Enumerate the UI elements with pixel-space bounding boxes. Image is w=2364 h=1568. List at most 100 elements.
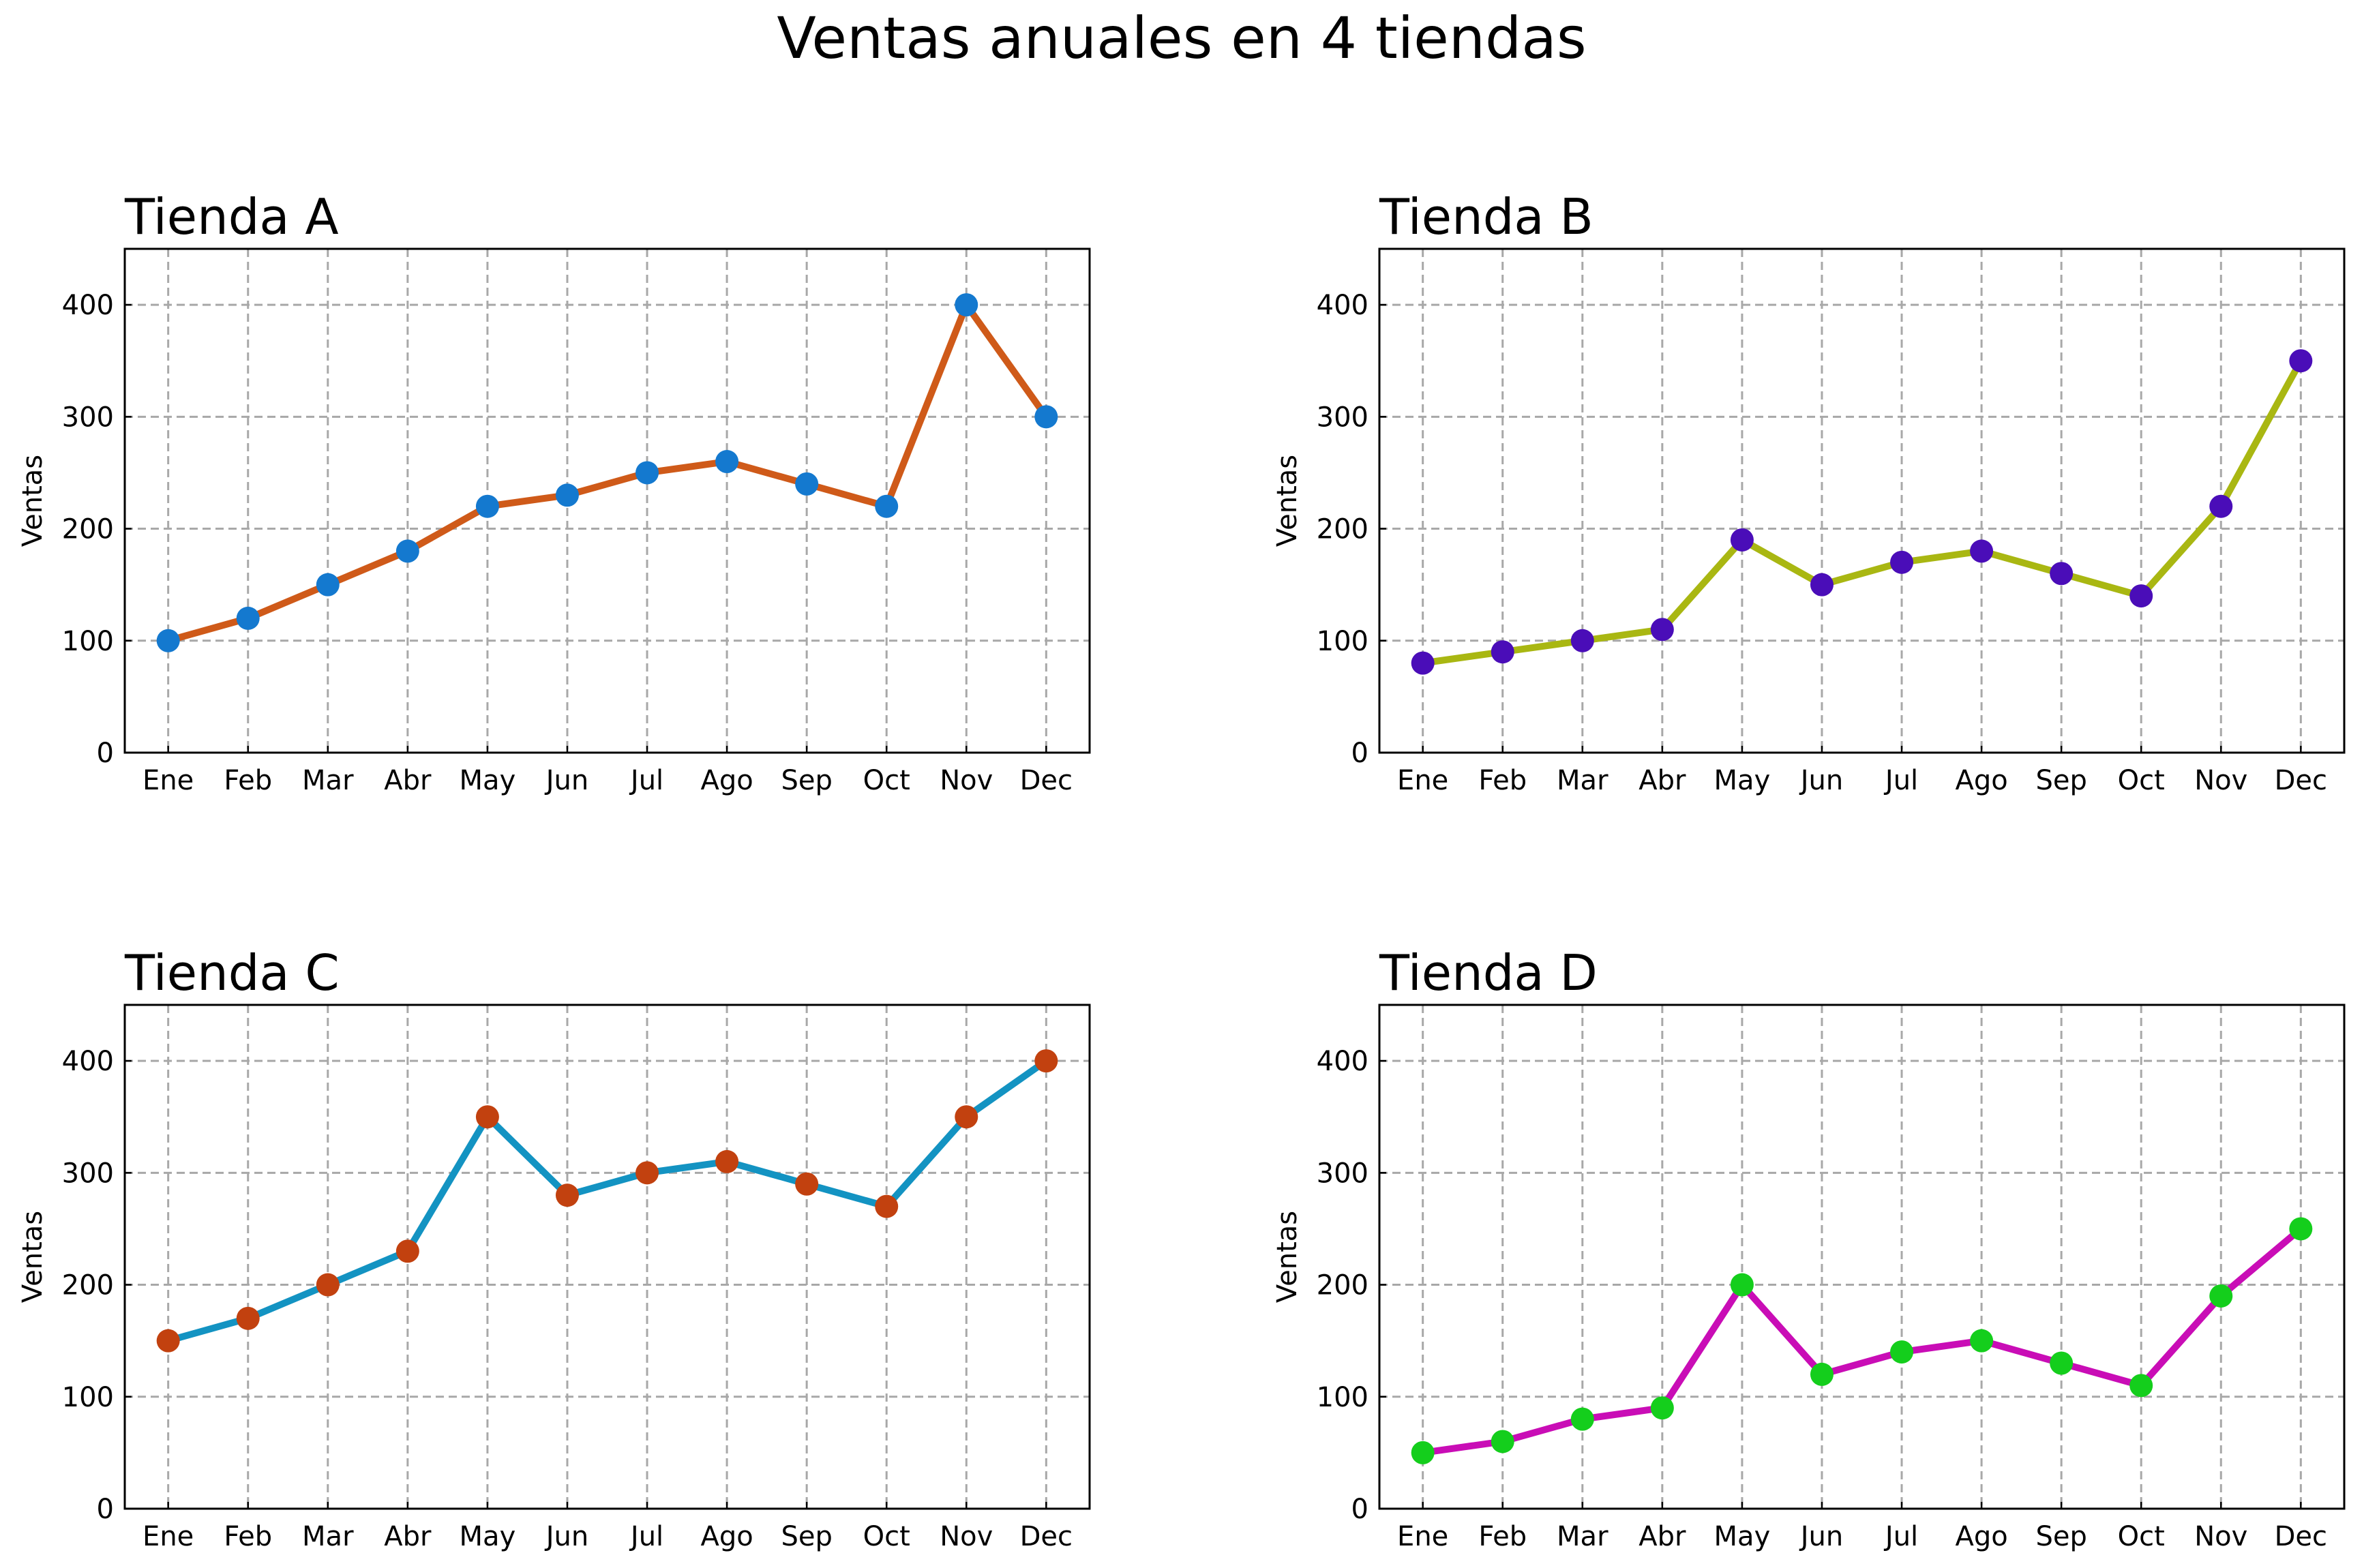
series-line bbox=[1419, 1225, 2305, 1456]
y-tick-label: 400 bbox=[1317, 1046, 1368, 1077]
x-tick-label: Dec bbox=[2275, 1521, 2327, 1552]
y-tick-label: 100 bbox=[62, 1382, 114, 1413]
data-point-mar bbox=[1570, 1407, 1594, 1431]
x-tick-label: Nov bbox=[940, 765, 993, 796]
x-tick-label: Ago bbox=[700, 1521, 753, 1552]
data-point-oct bbox=[875, 1194, 899, 1218]
data-point-jul bbox=[635, 1161, 659, 1185]
data-point-dec bbox=[2289, 349, 2313, 373]
data-point-jul bbox=[635, 461, 659, 485]
series-line bbox=[164, 1057, 1050, 1344]
x-tick-label: Feb bbox=[1478, 1521, 1527, 1552]
data-point-ene bbox=[1411, 1441, 1435, 1464]
x-tick-label: Feb bbox=[224, 1521, 272, 1552]
data-point-oct bbox=[2129, 1374, 2153, 1398]
data-point-oct bbox=[2129, 584, 2153, 608]
data-point-nov bbox=[955, 1105, 978, 1129]
y-tick-label: 400 bbox=[1317, 290, 1368, 321]
x-tick-label: Ago bbox=[700, 765, 753, 796]
x-tick-label: May bbox=[1714, 765, 1771, 796]
data-point-ene bbox=[156, 629, 180, 652]
subplot-title: Tienda A bbox=[124, 188, 339, 245]
x-tick-label: Feb bbox=[224, 765, 272, 796]
x-tick-label: Dec bbox=[1020, 765, 1073, 796]
data-point-ene bbox=[1411, 651, 1435, 675]
data-point-jul bbox=[1890, 550, 1914, 574]
series-line bbox=[1419, 357, 2305, 667]
x-tick-label: Ago bbox=[1955, 1521, 2007, 1552]
data-point-may bbox=[1730, 528, 1754, 552]
axes-frame bbox=[1378, 247, 2346, 754]
data-point-nov bbox=[2209, 1284, 2233, 1308]
x-tick-label: Ago bbox=[1955, 765, 2007, 796]
y-tick-label: 300 bbox=[1317, 402, 1368, 433]
y-tick-label: 300 bbox=[62, 1158, 114, 1189]
data-point-jun bbox=[1810, 573, 1834, 597]
x-tick-label: Sep bbox=[2035, 1521, 2086, 1552]
y-tick-label: 0 bbox=[1351, 1494, 1368, 1525]
data-point-ago bbox=[715, 1149, 739, 1173]
data-point-sep bbox=[795, 472, 819, 496]
x-tick-label: Nov bbox=[940, 1521, 993, 1552]
x-tick-label: Ene bbox=[143, 765, 194, 796]
x-tick-label: Abr bbox=[1639, 765, 1686, 796]
subplot-title: Tienda B bbox=[1379, 188, 1594, 245]
x-tick-label: Abr bbox=[384, 765, 432, 796]
x-tick-label: Jul bbox=[629, 1521, 663, 1552]
figure-title: Ventas anuales en 4 tiendas bbox=[777, 5, 1586, 72]
axes-frame bbox=[1378, 1004, 2346, 1510]
x-tick-label: Abr bbox=[1639, 1521, 1686, 1552]
data-point-ene bbox=[156, 1329, 180, 1353]
y-axis-label: Ventas bbox=[17, 455, 48, 547]
x-tick-label: Jul bbox=[629, 765, 663, 796]
x-tick-label: Dec bbox=[1020, 1521, 1073, 1552]
data-point-may bbox=[475, 494, 499, 518]
x-tick-label: Sep bbox=[781, 765, 832, 796]
data-point-oct bbox=[875, 494, 899, 518]
x-tick-label: Oct bbox=[863, 1521, 910, 1552]
data-point-abr bbox=[395, 1239, 419, 1263]
x-tick-label: Jul bbox=[1883, 1521, 1918, 1552]
subplot-tienda-b: 0 100 200 300 400 Ene Feb Mar Abr May Jun Jul Ago Sep… bbox=[1272, 188, 2346, 796]
subplot-tienda-c: 0 100 200 300 400 Ene Feb Mar Abr May Jun Jul Ago Sep… bbox=[17, 944, 1091, 1552]
y-tick-label: 200 bbox=[1317, 514, 1368, 545]
data-point-dec bbox=[1034, 405, 1058, 429]
x-tick-label: Ene bbox=[143, 1521, 194, 1552]
x-tick-label: Ene bbox=[1397, 765, 1448, 796]
data-point-mar bbox=[316, 1273, 340, 1297]
x-tick-label: Nov bbox=[2194, 765, 2247, 796]
y-tick-label: 200 bbox=[62, 1270, 114, 1301]
y-tick-label: 0 bbox=[97, 738, 114, 769]
x-tick-label: May bbox=[460, 765, 516, 796]
y-tick-label: 200 bbox=[1317, 1270, 1368, 1301]
data-point-mar bbox=[1570, 629, 1594, 652]
data-point-abr bbox=[1650, 618, 1674, 642]
x-tick-label: Jun bbox=[1799, 765, 1844, 796]
data-point-jun bbox=[555, 1183, 579, 1207]
data-point-ago bbox=[1970, 539, 1994, 563]
data-point-feb bbox=[236, 606, 260, 630]
x-tick-label: Jun bbox=[1799, 1521, 1844, 1552]
data-point-may bbox=[1730, 1273, 1754, 1297]
y-tick-label: 0 bbox=[97, 1494, 114, 1525]
subplot-title: Tienda D bbox=[1379, 944, 1598, 1001]
data-point-jun bbox=[555, 483, 579, 507]
x-tick-label: Feb bbox=[1478, 765, 1527, 796]
x-tick-label: Jun bbox=[544, 1521, 589, 1552]
data-point-mar bbox=[316, 573, 340, 597]
y-tick-label: 300 bbox=[62, 402, 114, 433]
x-tick-label: Ene bbox=[1397, 1521, 1448, 1552]
data-point-abr bbox=[395, 539, 419, 563]
data-point-ago bbox=[715, 450, 739, 474]
data-point-sep bbox=[2050, 562, 2074, 586]
x-tick-label: Jul bbox=[1883, 765, 1918, 796]
data-point-dec bbox=[2289, 1217, 2313, 1241]
x-tick-label: Dec bbox=[2275, 765, 2327, 796]
y-axis-label: Ventas bbox=[17, 1211, 48, 1303]
data-point-may bbox=[475, 1105, 499, 1129]
y-tick-label: 400 bbox=[62, 290, 114, 321]
y-tick-label: 100 bbox=[62, 626, 114, 657]
x-tick-label: Mar bbox=[302, 765, 354, 796]
